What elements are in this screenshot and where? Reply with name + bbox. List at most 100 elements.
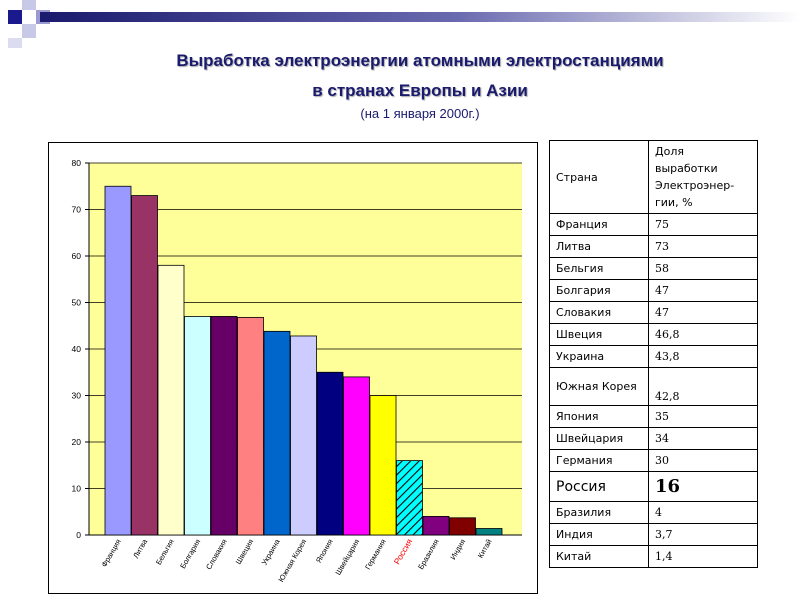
bar-5: [210, 316, 238, 536]
title-subtitle: (на 1 января 2000г.): [360, 106, 480, 121]
cell-share: 58: [648, 257, 758, 280]
cell-country: Словакия: [549, 301, 649, 324]
header-share-line: Электроэнер-: [655, 179, 735, 192]
cell-country: Болгария: [549, 279, 649, 302]
x-tick-label: Швейцария: [333, 538, 361, 577]
cell-share: 1,4: [648, 545, 758, 568]
header-share-line: Доля: [655, 145, 684, 158]
bar-1: [104, 185, 132, 536]
x-tick-label: Швеция: [234, 538, 256, 566]
table-row: Южная Корея 42,8: [549, 367, 758, 406]
table-row: Франция 75: [549, 213, 758, 236]
bar-chart: 0 10 20 30 40 50 60 70 80 Франция Литва Бельгия Болг…: [72, 158, 522, 584]
y-tick-label: 30: [72, 391, 82, 401]
y-tick-label: 60: [72, 251, 82, 261]
x-tick-label: Франция: [100, 538, 123, 569]
cell-country: Литва: [549, 235, 649, 258]
cell-share: 42,8: [648, 367, 758, 406]
bar-2: [131, 195, 158, 536]
cell-country: Китай: [549, 545, 649, 568]
chart-frame: 0 10 20 30 40 50 60 70 80 Франция Литва Бельгия Болг…: [48, 142, 538, 594]
x-tick-label: Болгария: [178, 538, 202, 571]
cell-share: 34: [648, 427, 758, 450]
x-tick-label: Бразилия: [416, 538, 441, 571]
table-row: Словакия 47: [549, 301, 758, 324]
cell-share: 43,8: [648, 345, 758, 368]
cell-share: 73: [648, 235, 758, 258]
table-row: Швейцария 34: [549, 427, 758, 450]
cell-share: 47: [648, 279, 758, 302]
x-tick-label: Россия: [392, 537, 415, 566]
bar-9: [316, 371, 344, 536]
x-tick-label: Словакия: [204, 538, 229, 572]
cell-share: 35: [648, 405, 758, 428]
table-row: Бельгия 58: [549, 257, 758, 280]
table-row: Швеция 46,8: [549, 323, 758, 346]
cell-country: Япония: [549, 405, 649, 428]
x-tick-label: Индия: [448, 538, 467, 562]
table-row: Украина 43,8: [549, 345, 758, 368]
x-tick-label: Германия: [363, 538, 388, 572]
bar-13: [422, 515, 450, 536]
table-row: Индия 3,7: [549, 523, 758, 546]
y-tick-label: 20: [72, 437, 82, 447]
header-share-line: выработки: [655, 162, 718, 175]
data-table: Страна Доля выработки Электроэнер-гии, % Фра…: [549, 140, 758, 568]
table-row: Германия 30: [549, 449, 758, 472]
y-tick-label: 40: [72, 344, 82, 354]
bar-8: [290, 335, 317, 536]
x-tick-label: Япония: [314, 538, 335, 565]
table-header-row: Страна Доля выработки Электроэнер-гии, %: [549, 140, 758, 214]
cell-share: 46,8: [648, 323, 758, 346]
cell-share: 16: [648, 471, 758, 502]
table-row: Болгария 47: [549, 279, 758, 302]
cell-country: Швейцария: [549, 427, 649, 450]
bar-12: [396, 460, 423, 536]
cell-country: Россия: [549, 471, 649, 502]
bar-6: [237, 316, 264, 536]
x-tick-label: Украина: [260, 537, 282, 567]
cell-country: Германия: [549, 449, 649, 472]
header-share-line: гии, %: [655, 196, 693, 209]
cell-country: Южная Корея: [549, 367, 649, 406]
y-tick-label: 80: [72, 158, 82, 168]
cell-country: Бразилия: [549, 501, 649, 524]
cell-share: 75: [648, 213, 758, 236]
cell-share: 3,7: [648, 523, 758, 546]
header-country: Страна: [549, 140, 649, 214]
table-row: Китай 1,4: [549, 545, 758, 568]
header-gradient-bar: [40, 12, 800, 22]
y-tick-label: 50: [72, 298, 82, 308]
table-row: Литва 73: [549, 235, 758, 258]
corner-decoration: [0, 0, 60, 60]
title-line-2: в странах Европы и Азии: [312, 81, 528, 100]
cell-country: Бельгия: [549, 257, 649, 280]
table-row: Япония 35: [549, 405, 758, 428]
cell-country: Франция: [549, 213, 649, 236]
y-tick-label: 70: [72, 205, 82, 215]
bar-4: [184, 316, 211, 536]
x-tick-label: Литва: [131, 537, 150, 560]
cell-share: 30: [648, 449, 758, 472]
header-share: Доля выработки Электроэнер-гии, %: [648, 140, 758, 214]
cell-country: Индия: [549, 523, 649, 546]
bar-11: [369, 395, 397, 536]
cell-country: Украина: [549, 345, 649, 368]
bar-10: [343, 376, 370, 536]
cell-share: 47: [648, 301, 758, 324]
bar-14: [449, 517, 476, 536]
bar-15: [475, 528, 503, 536]
y-tick-label: 0: [76, 530, 81, 540]
cell-share: 4: [648, 501, 758, 524]
bar-3: [157, 264, 185, 536]
x-tick-label: Южная Корея: [276, 538, 308, 584]
bar-7: [263, 330, 291, 536]
table-row: Бразилия 4: [549, 501, 758, 524]
y-tick-label: 10: [72, 484, 82, 494]
x-tick-label: Бельгия: [154, 538, 176, 567]
table-row: Россия 16: [549, 471, 758, 502]
cell-country: Швеция: [549, 323, 649, 346]
x-tick-label: Китай: [476, 538, 494, 560]
title-line-1: Выработка электроэнергии атомными электр…: [176, 51, 664, 70]
title-area: Выработка электроэнергии атомными электр…: [90, 46, 750, 122]
